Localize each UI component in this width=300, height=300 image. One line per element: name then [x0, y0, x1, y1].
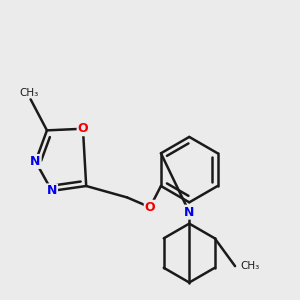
- Text: CH₃: CH₃: [19, 88, 39, 98]
- Text: N: N: [30, 155, 41, 168]
- Text: N: N: [47, 184, 57, 197]
- Text: CH₃: CH₃: [240, 261, 259, 271]
- Text: N: N: [184, 206, 194, 219]
- Text: O: O: [78, 122, 88, 135]
- Text: O: O: [145, 201, 155, 214]
